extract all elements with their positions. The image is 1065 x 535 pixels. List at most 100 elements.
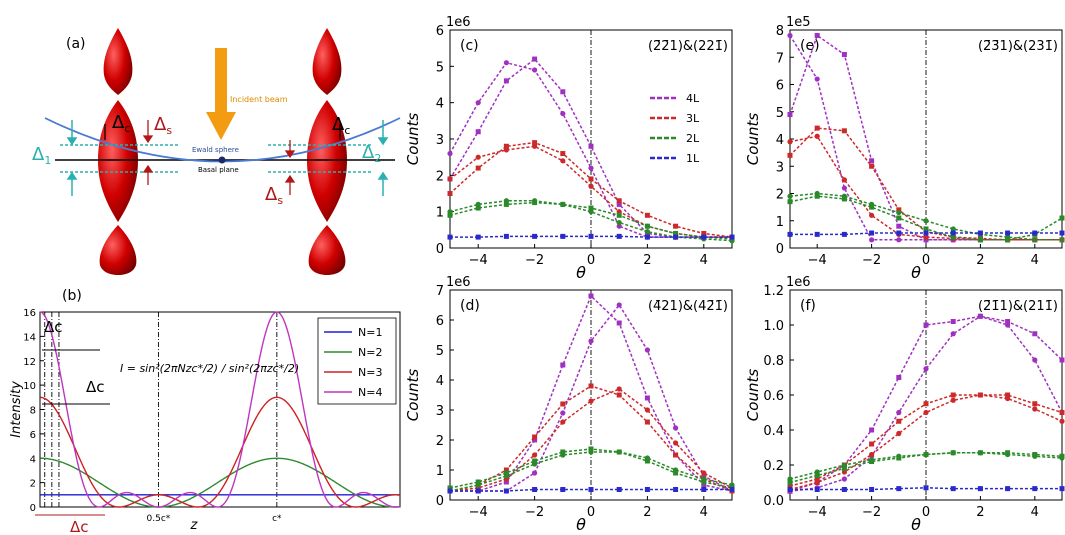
- panel-d-point: [616, 320, 622, 326]
- delta-c-arrows: [104, 124, 341, 140]
- panel-f-point: [977, 450, 984, 456]
- panel-c-point: [560, 201, 566, 207]
- panel-e-point: [923, 218, 929, 224]
- panel-c-point: [532, 140, 538, 146]
- panel-f-point: [1005, 451, 1011, 458]
- panel-c-point: [644, 212, 650, 218]
- panel-e-point: [841, 185, 848, 191]
- panel-b-delta-c-3: Δc: [70, 518, 89, 535]
- panel-c-point: [673, 230, 679, 236]
- panel-e-xtick-label: −2: [862, 253, 881, 268]
- panel-e-point: [869, 201, 875, 207]
- panel-f-multiplier: 1e6: [786, 275, 811, 290]
- panel-d-ytick-label: 2: [436, 434, 444, 449]
- panel-e-point: [814, 133, 820, 139]
- panel-f-point: [1059, 486, 1065, 492]
- panel-c-xtick-label: 2: [643, 253, 651, 268]
- panel-b-delta-c-2: Δc: [86, 378, 105, 396]
- panel-d-point: [560, 401, 566, 407]
- delta-1-label: Δ1: [32, 144, 51, 167]
- panel-d-xtick-label: 4: [700, 505, 708, 520]
- panel-d-point: [447, 485, 453, 491]
- panel-f-ytick-label: 0.8: [763, 354, 784, 369]
- panel-d-point: [644, 458, 650, 464]
- panel-f-point: [923, 451, 929, 458]
- panel-d-point: [503, 470, 509, 476]
- panel-e-point: [896, 207, 902, 213]
- panel-d-point: [644, 407, 651, 413]
- panel-d-point: [560, 452, 566, 458]
- panel-d-label: (d): [460, 298, 480, 314]
- panel-b-series-line: [40, 311, 401, 508]
- panel-e-point: [814, 231, 820, 237]
- panel-f-point: [950, 319, 956, 324]
- panel-e-xtick-label: 4: [1031, 253, 1039, 268]
- panel-d-point: [532, 461, 538, 467]
- panel-e-ytick-label: 2: [776, 188, 784, 203]
- delta-s-top: Δs: [154, 114, 172, 137]
- panel-f-point: [787, 480, 793, 485]
- panel-f-point: [950, 486, 956, 492]
- panel-a-label: (a): [66, 36, 86, 52]
- delta-s-arrows: [142, 120, 296, 195]
- panel-d-xtick-label: −4: [469, 505, 488, 520]
- panel-c-ytick-label: 5: [436, 60, 444, 75]
- panel-c-point: [503, 233, 509, 239]
- panel-b-ytick-label: 8: [30, 406, 36, 417]
- panel-c-ytick-label: 1: [436, 206, 444, 221]
- panel-f-point: [814, 469, 820, 475]
- panel-e-point: [896, 223, 902, 229]
- panel-d-point: [532, 437, 538, 443]
- panel-d-point: [560, 419, 566, 425]
- panel-f-title: (2̄1̄1)&(211̄): [978, 299, 1058, 314]
- panel-c-point: [616, 233, 622, 239]
- panel-d-point: [447, 488, 453, 494]
- panel-c-point: [588, 183, 594, 189]
- panel-d-point: [588, 338, 594, 344]
- panel-d-title: (4̄21)&(42̄1̄): [648, 299, 728, 314]
- panel-f-point: [1032, 453, 1038, 459]
- panel-c-point: [644, 223, 650, 229]
- panel-e-xtick-label: −4: [808, 253, 827, 268]
- panel-f-xlabel: θ: [911, 515, 921, 534]
- panel-f-label: (f): [800, 298, 816, 314]
- panel-b-ytick-label: 0: [30, 503, 36, 514]
- panel-f-xtick-label: −2: [862, 505, 881, 520]
- panel-e-point: [814, 125, 820, 131]
- panel-f-ytick-label: 0.0: [763, 494, 784, 509]
- panel-e-point: [923, 230, 929, 236]
- panel-e-point: [814, 32, 820, 38]
- panel-e-point: [787, 111, 793, 117]
- panel-f-point: [869, 427, 875, 433]
- panel-c-legend-label: 1L: [686, 152, 700, 165]
- panel-e-xtick-label: 2: [976, 253, 984, 268]
- panel-c-xtick-label: −4: [469, 253, 488, 268]
- panel-b-xtick-label: 0.5c*: [147, 514, 171, 524]
- panel-c-title: (2̄2̄1)&(221̄): [648, 39, 728, 54]
- delta-2-label: Δ2: [362, 142, 381, 165]
- panel-c-ytick-label: 2: [436, 169, 444, 184]
- incident-beam-label: Incident beam: [230, 95, 288, 104]
- panel-c-point: [616, 219, 622, 226]
- panel-f-series-line: [789, 394, 1063, 491]
- panel-b-legend-box: [317, 317, 397, 405]
- panel-e-chart: 0 1 2 3 4 5 6 7 8 −4 −2 0 2 4 1e5 (e) (2̄3̄1)&(231̄) θ Cou…: [744, 15, 1065, 282]
- panel-e-point: [869, 158, 875, 164]
- panel-f-point: [1005, 395, 1011, 402]
- panel-c-point: [532, 67, 538, 73]
- panel-c-legend-label: 4L: [686, 92, 700, 105]
- panel-f-point: [950, 450, 956, 456]
- panel-c-point: [616, 198, 622, 204]
- panel-d-point: [701, 476, 707, 482]
- panel-b-equation: I = sin²(2πNzc*/2) / sin²(2πzc*/2): [120, 362, 299, 375]
- panel-b-ytick-label: 2: [30, 479, 36, 490]
- panel-e-point: [1059, 237, 1065, 243]
- panel-c-point: [475, 165, 481, 171]
- panel-d-series-line: [450, 294, 733, 492]
- panel-e-point: [814, 76, 820, 82]
- panel-c-point: [503, 198, 509, 204]
- panel-f-point: [787, 476, 793, 482]
- panel-f-ytick-label: 1.0: [763, 319, 784, 334]
- panel-b-series-line: [40, 396, 401, 508]
- panel-c-point: [447, 212, 453, 218]
